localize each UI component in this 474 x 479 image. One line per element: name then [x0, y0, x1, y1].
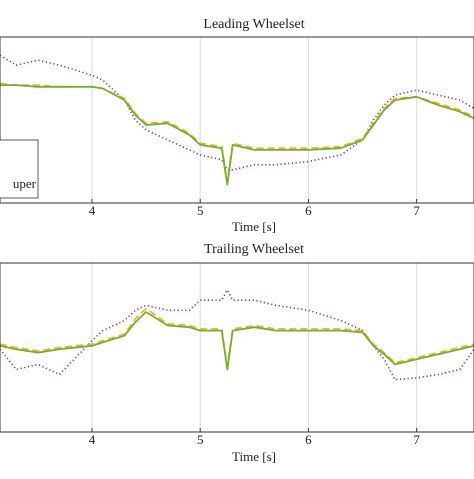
- plot-frame: [0, 36, 474, 204]
- series-group: [0, 289, 474, 381]
- x-tick-label: 7: [413, 432, 420, 447]
- plot-frame: [0, 262, 474, 433]
- x-tick-label: 4: [89, 432, 96, 447]
- x-axis-label: Time [s]: [232, 219, 276, 234]
- x-tick-label: 4: [89, 203, 96, 218]
- series-group: [0, 54, 474, 186]
- legend-box: [0, 139, 39, 199]
- chart-title: Leading Wheelset: [203, 17, 304, 32]
- x-axis-label: Time [s]: [232, 449, 276, 464]
- series-line: [0, 84, 474, 186]
- legend-label: uper: [13, 176, 37, 191]
- plot-area: [0, 37, 474, 203]
- x-tick-label: 7: [413, 203, 420, 218]
- chart-title: Trailing Wheelset: [204, 242, 304, 257]
- series-line: [0, 311, 474, 371]
- x-tick-label: 6: [305, 203, 312, 218]
- x-tick-label: 5: [197, 432, 204, 447]
- x-tick-label: 5: [197, 203, 204, 218]
- x-tick-label: 6: [305, 432, 312, 447]
